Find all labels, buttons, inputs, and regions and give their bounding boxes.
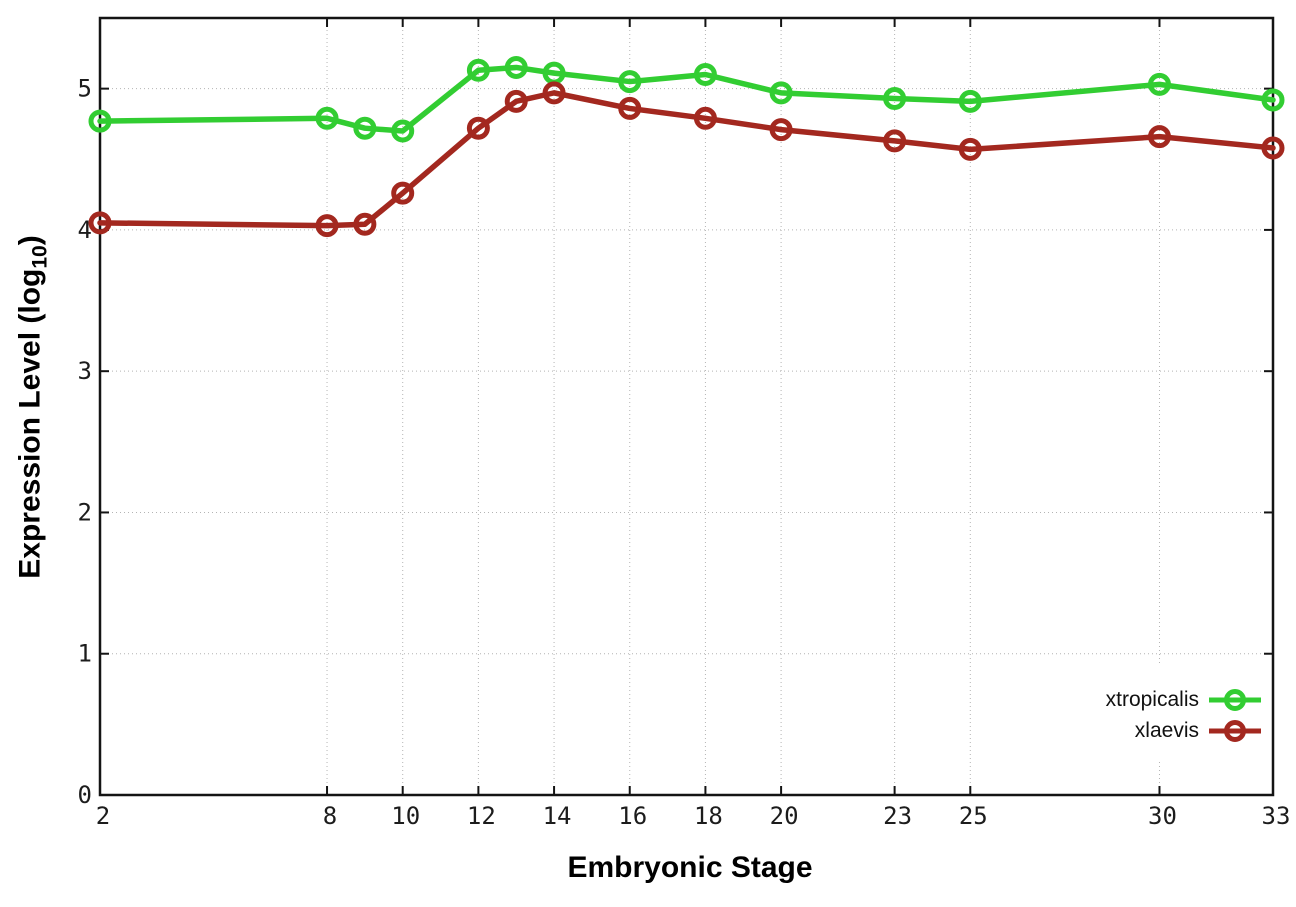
xlaevis-line-marker-icon — [1209, 719, 1261, 742]
y-tick-label: 2 — [78, 498, 92, 526]
xlaevis-point — [466, 116, 490, 140]
x-tick-label: 23 — [883, 802, 912, 830]
xtropicalis-point — [1147, 72, 1171, 96]
xtropicalis-point — [391, 119, 415, 143]
y-axis-title-text: Expression Level (log — [13, 268, 47, 579]
xlaevis-point — [504, 89, 528, 113]
y-axis-title-close: ) — [13, 235, 47, 246]
xlaevis-point — [1147, 125, 1171, 149]
x-tick-label: 10 — [391, 802, 420, 830]
legend-row-xtropicalis: xtropicalis — [1106, 684, 1262, 715]
x-tick-label: 14 — [543, 802, 572, 830]
xlaevis-point — [693, 106, 717, 130]
legend-label-xlaevis: xlaevis — [1134, 718, 1199, 742]
xlaevis-point — [958, 137, 982, 161]
legend: xtropicalis xlaevis — [0, 684, 1262, 746]
legend-row-xlaevis: xlaevis — [1135, 715, 1262, 746]
xtropicalis-line — [97, 64, 1276, 134]
x-tick-label: 2 — [96, 802, 110, 830]
x-axis-title: Embryonic Stage — [567, 851, 813, 884]
xtropicalis-point — [504, 55, 528, 79]
y-tick-label: 0 — [78, 781, 92, 809]
plot-border — [98, 16, 1275, 797]
xlaevis-point — [88, 211, 112, 235]
xlaevis-point — [618, 96, 642, 120]
xtropicalis-point — [618, 70, 642, 94]
xtropicalis-point — [466, 58, 490, 82]
y-tick-label: 1 — [78, 640, 92, 668]
xlaevis-point — [391, 181, 415, 205]
x-tick-label: 12 — [467, 802, 496, 830]
y-axis-title: Expression Level (log10) — [14, 235, 53, 578]
y-tick-label: 3 — [78, 357, 92, 385]
xtropicalis-line-marker-icon — [1209, 688, 1261, 711]
y-tick-label: 5 — [78, 75, 92, 103]
y-axis-title-subscript: 10 — [28, 245, 52, 269]
x-tick-label: 33 — [1262, 802, 1291, 830]
xlaevis-line — [97, 90, 1276, 229]
xtropicalis-point — [1261, 88, 1285, 112]
xlaevis-point — [542, 81, 566, 105]
x-tick-label: 8 — [323, 802, 337, 830]
xlaevis-point — [353, 212, 377, 236]
xlaevis-point — [769, 118, 793, 142]
xlaevis-point — [883, 129, 907, 153]
xtropicalis-point — [315, 106, 339, 130]
y-tick-label: 4 — [78, 216, 92, 244]
xtropicalis-point — [88, 109, 112, 133]
x-tick-label: 30 — [1148, 802, 1177, 830]
legend-background — [1083, 666, 1271, 762]
x-tick-label: 20 — [770, 802, 799, 830]
xtropicalis-point — [883, 87, 907, 111]
xlaevis-point — [315, 214, 339, 238]
xtropicalis-point — [958, 89, 982, 113]
x-tick-label: 18 — [694, 802, 723, 830]
xtropicalis-point — [693, 63, 717, 87]
x-tick-label: 16 — [618, 802, 647, 830]
legend-label-xtropicalis: xtropicalis — [1105, 687, 1199, 711]
xtropicalis-point — [769, 81, 793, 105]
x-tick-label: 25 — [959, 802, 988, 830]
xlaevis-point — [1261, 136, 1285, 160]
xtropicalis-point — [353, 116, 377, 140]
